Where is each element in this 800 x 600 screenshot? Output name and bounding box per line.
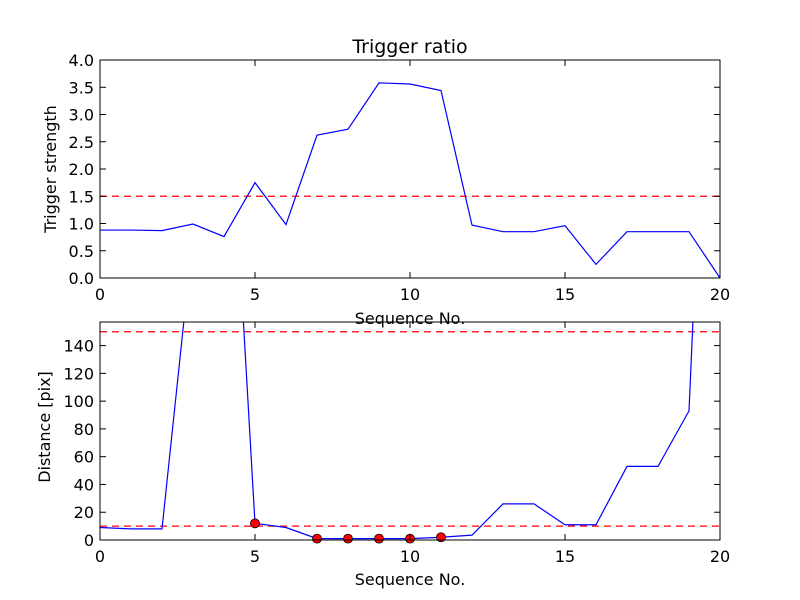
chart-title: Trigger ratio xyxy=(351,36,467,58)
top-x-tick-label: 5 xyxy=(250,285,260,304)
bottom-y-tick-labels: 0 20 40 60 80 100 120 140 xyxy=(63,337,94,550)
top-x-tick-label: 0 xyxy=(95,285,105,304)
bottom-marker-point xyxy=(374,533,384,544)
top-x-tick-label: 15 xyxy=(555,285,575,304)
bottom-y-tick-label: 40 xyxy=(74,475,94,494)
top-y-tick-label: 2.5 xyxy=(69,133,94,152)
bottom-x-axis-title: Sequence No. xyxy=(355,570,466,589)
bottom-threshold-lines xyxy=(100,331,720,527)
top-tick-marks xyxy=(99,59,721,279)
bottom-x-tick-label: 15 xyxy=(555,547,575,566)
bottom-marker-point xyxy=(343,533,353,544)
bottom-y-tick-label: 0 xyxy=(84,531,94,550)
bottom-markers-group xyxy=(250,518,446,544)
bottom-chart: 0 5 10 15 20 0 20 40 60 80 100 120 140 Sequence No.… xyxy=(35,321,730,589)
bottom-x-tick-label: 0 xyxy=(95,547,105,566)
bottom-y-tick-label: 60 xyxy=(74,448,94,467)
bottom-x-tick-label: 5 xyxy=(250,547,260,566)
bottom-tick-marks xyxy=(99,322,721,541)
bottom-y-axis-title: Distance [pix] xyxy=(35,371,54,483)
top-chart: Trigger ratio 0 5 10 15 20 0.0 0.5 1.0 1.5 2.0 2.… xyxy=(41,36,730,328)
bottom-x-tick-label: 10 xyxy=(400,547,420,566)
bottom-marker-point xyxy=(312,533,322,544)
bottom-marker-point xyxy=(436,532,446,543)
bottom-y-tick-label: 80 xyxy=(74,420,94,439)
bottom-marker-point xyxy=(250,518,260,529)
top-y-tick-label: 0.0 xyxy=(69,269,94,288)
top-y-axis-title: Trigger strength xyxy=(41,105,60,234)
top-y-tick-labels: 0.0 0.5 1.0 1.5 2.0 2.5 3.0 3.5 4.0 xyxy=(69,51,94,288)
bottom-y-tick-label: 100 xyxy=(63,392,94,411)
top-x-tick-label: 20 xyxy=(710,285,730,304)
top-x-tick-label: 10 xyxy=(400,285,420,304)
bottom-y-tick-label: 140 xyxy=(63,337,94,356)
top-y-tick-label: 1.5 xyxy=(69,187,94,206)
top-y-tick-label: 0.5 xyxy=(69,242,94,261)
top-y-tick-label: 1.0 xyxy=(69,215,94,234)
bottom-x-tick-label: 20 xyxy=(710,547,730,566)
top-y-tick-label: 2.0 xyxy=(69,160,94,179)
bottom-y-tick-label: 120 xyxy=(63,364,94,383)
top-series-line-0 xyxy=(100,82,721,279)
top-y-tick-label: 4.0 xyxy=(69,51,94,70)
bottom-y-tick-label: 20 xyxy=(74,503,94,522)
top-x-tick-labels: 0 5 10 15 20 xyxy=(95,285,730,304)
top-y-tick-label: 3.5 xyxy=(69,78,94,97)
top-y-tick-label: 3.0 xyxy=(69,106,94,125)
top-x-axis-title: Sequence No. xyxy=(355,309,466,328)
bottom-x-tick-labels: 0 5 10 15 20 xyxy=(95,547,730,566)
top-series-group xyxy=(100,82,721,279)
